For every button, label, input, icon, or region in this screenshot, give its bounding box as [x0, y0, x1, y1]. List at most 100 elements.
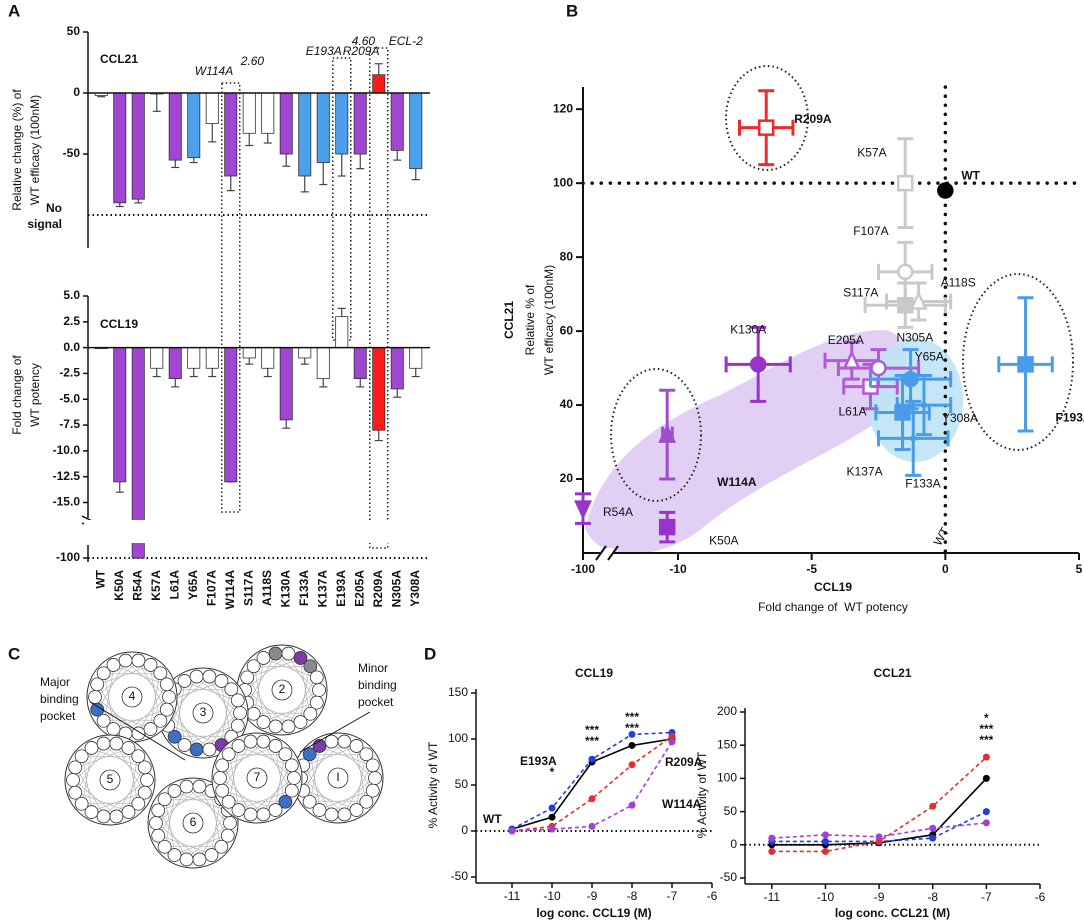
point-label: Y308A [942, 411, 978, 425]
helix-spoke [254, 658, 265, 714]
helix-spoke [310, 754, 321, 810]
residue [268, 719, 283, 734]
point-label: S117A [843, 285, 878, 299]
bar [242, 347, 256, 359]
helix-spoke [262, 742, 292, 791]
bar [279, 92, 293, 155]
residue [109, 809, 124, 824]
residue [278, 794, 293, 809]
point [588, 822, 596, 830]
significance: *** [585, 723, 599, 737]
residue [349, 803, 364, 817]
point [574, 500, 592, 520]
helix-spoke [73, 779, 117, 816]
helix-spoke [159, 791, 212, 811]
residue [202, 669, 217, 684]
helix-spoke [263, 702, 316, 722]
helix-spoke [137, 684, 167, 733]
residue [287, 771, 301, 785]
x-tick-label: -100 [571, 562, 595, 576]
y-tick-label: -7.5 [59, 417, 80, 431]
helix-spoke [222, 742, 252, 791]
helix-spoke [343, 742, 373, 791]
helix-spoke [208, 677, 238, 726]
helix-spoke [247, 654, 277, 703]
x-tick-label: -7 [981, 890, 992, 904]
helix-spoke [319, 746, 372, 766]
helix-spoke [319, 790, 372, 810]
helix-spoke [125, 696, 169, 733]
series-label: WT [483, 812, 502, 826]
bar [187, 92, 201, 159]
residue [215, 758, 230, 773]
y-tick-label: 0 [461, 823, 468, 837]
reference-label: No [46, 201, 62, 215]
helix-spoke [238, 746, 291, 766]
point-label: R209A [794, 112, 832, 126]
helix-spoke [158, 787, 188, 836]
point [548, 804, 556, 812]
y-tick-label: 150 [717, 737, 737, 751]
residue [137, 760, 152, 775]
helix-spoke [76, 792, 129, 812]
residue [202, 742, 217, 757]
series-label: R209A [665, 755, 703, 769]
residue [167, 729, 182, 744]
y-axis-label: Fold change of [10, 355, 24, 435]
helix-spoke [82, 756, 93, 812]
point-label: K57A [857, 145, 886, 159]
x-tick-label: -6 [707, 889, 718, 903]
x-tick-label: -9 [587, 889, 598, 903]
residue [96, 666, 111, 681]
residue [268, 646, 283, 661]
helix-number: 7 [254, 770, 261, 784]
pocket-label: pocket [358, 695, 394, 709]
bar [168, 92, 182, 161]
bar [205, 92, 219, 124]
point-label: F193A [1056, 411, 1084, 425]
pocket-label: Minor [358, 661, 388, 675]
residue [240, 670, 255, 685]
y-axis-label: WT efficacy (100nM) [28, 95, 42, 205]
x-tick-label: WT [93, 569, 107, 588]
residue [233, 706, 247, 720]
point [628, 730, 636, 738]
x-tick-label: R209A [371, 570, 385, 608]
residue [349, 739, 364, 753]
helix-spoke [103, 744, 147, 781]
residue [359, 794, 374, 809]
residue [278, 747, 293, 762]
y-tick-label: 0 [730, 837, 737, 851]
x-tick-label: E193A [334, 570, 348, 607]
residue [324, 807, 339, 822]
y-tick-label: -10.0 [53, 443, 81, 457]
x-tick-label: -8 [927, 890, 938, 904]
highlight-ring [610, 368, 702, 502]
helix-spoke [223, 790, 276, 810]
residue [303, 706, 318, 721]
pocket-label: binding [358, 678, 397, 692]
y-axis-title: CCL21 [502, 301, 516, 339]
point [821, 837, 829, 845]
helix-spoke [113, 665, 166, 685]
helix-spoke [245, 689, 289, 726]
helix-spoke [238, 790, 291, 810]
point [982, 808, 990, 816]
y-tick-label: -15.0 [53, 495, 81, 509]
helix-spoke [169, 681, 222, 701]
y-tick-label: -50 [451, 869, 469, 883]
chart-title: CCL21 [873, 666, 911, 680]
helix-spoke [95, 696, 139, 733]
helix-spoke [275, 654, 319, 691]
point [668, 732, 676, 740]
helix-spoke [287, 677, 317, 726]
residue [189, 742, 204, 757]
helix-core [192, 702, 214, 724]
annotation-sup: 2.60 [240, 54, 265, 68]
y-axis-label: % Activity of WT [695, 751, 709, 838]
chart-title: CCL19 [100, 317, 138, 331]
series-label: E193A [520, 754, 557, 768]
residue [243, 807, 258, 822]
bar [353, 347, 367, 380]
point-label: E205A [828, 333, 864, 347]
